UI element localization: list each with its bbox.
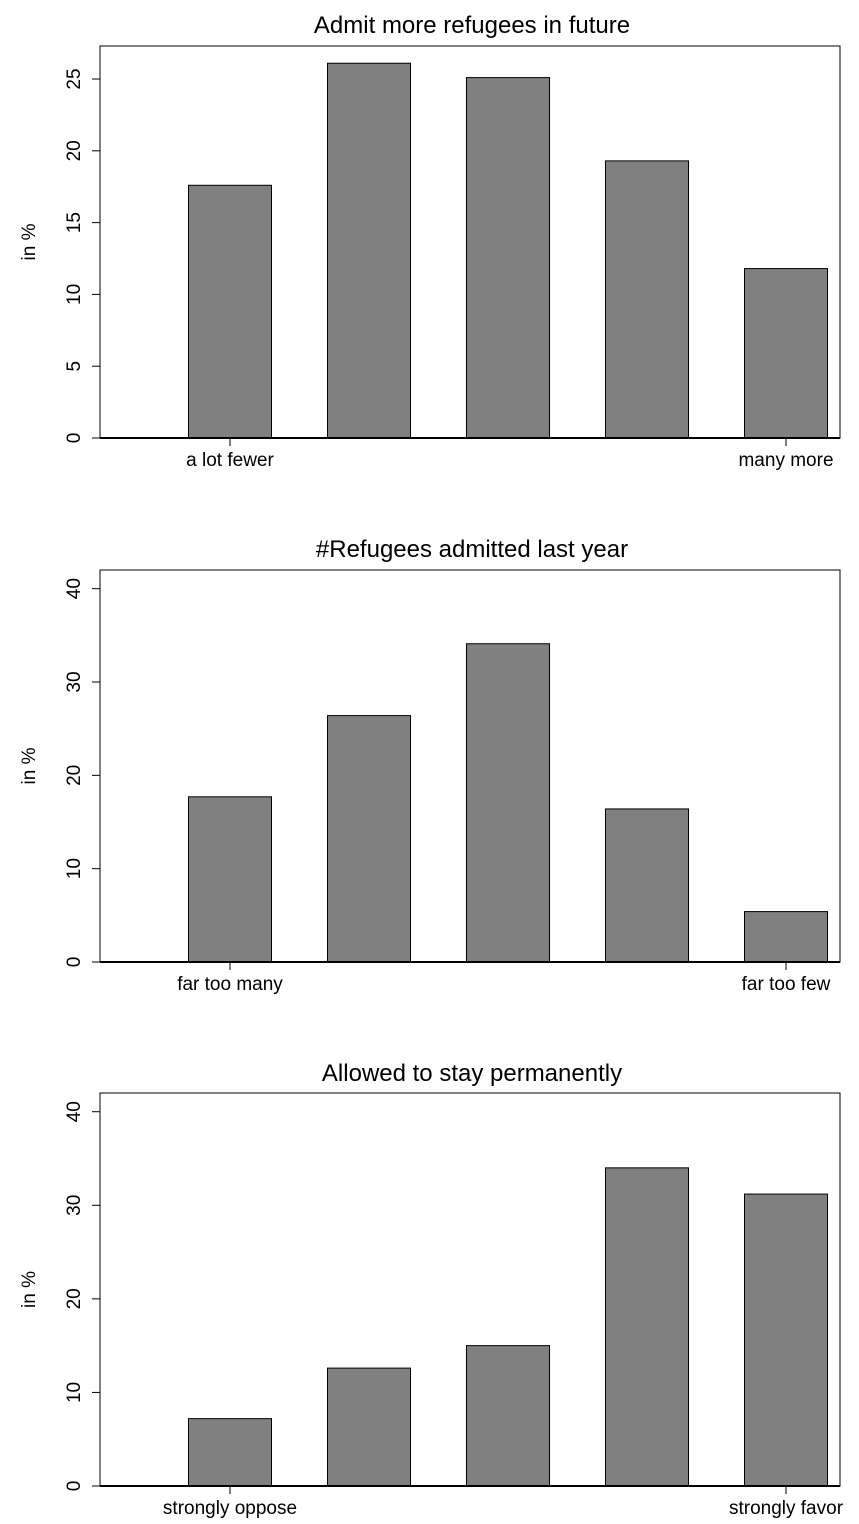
chart-panel-3: strongly oppose strongly favor 0 10 20 30 40 in… [19, 1060, 844, 1519]
y-tick-label: 0 [64, 957, 85, 968]
y-tick-label: 10 [64, 284, 85, 305]
y-tick-label: 0 [64, 1481, 85, 1492]
x-tick-label: far too many [177, 974, 283, 995]
y-tick-label: 20 [64, 1288, 85, 1309]
y-axis-label: in % [19, 223, 40, 260]
bar-3 [466, 643, 550, 963]
x-tick-label: strongly favor [729, 1498, 844, 1519]
bar-2 [327, 62, 411, 439]
bar-5 [744, 911, 828, 963]
bar-3 [466, 77, 550, 439]
bar-5 [744, 268, 828, 439]
bar-4 [605, 1167, 689, 1487]
y-tick-label: 40 [64, 578, 85, 599]
bar-5 [744, 1193, 828, 1487]
y-tick-label: 0 [64, 433, 85, 444]
y-tick-label: 10 [64, 858, 85, 879]
y-tick-label: 20 [64, 765, 85, 786]
y-tick-label: 15 [64, 212, 85, 233]
x-tick-label: far too few [742, 974, 831, 995]
bar-4 [605, 160, 689, 439]
x-tick-label: strongly oppose [163, 1498, 297, 1519]
y-axis-label: in % [19, 1271, 40, 1308]
y-axis-label: in % [19, 747, 40, 784]
y-tick-label: 30 [64, 671, 85, 692]
bar-2 [327, 715, 411, 963]
chart-title: #Refugees admitted last year [316, 536, 628, 563]
bar-1 [188, 1418, 272, 1487]
bar-2 [327, 1367, 411, 1487]
chart-panel-1: a lot fewer many more 0 5 10 15 20 25 in % Admit … [19, 12, 841, 471]
y-tick-label: 20 [64, 140, 85, 161]
y-tick-label: 30 [64, 1195, 85, 1216]
y-tick-label: 40 [64, 1101, 85, 1122]
bar-1 [188, 184, 272, 439]
bar-1 [188, 796, 272, 963]
y-tick-label: 25 [64, 68, 85, 89]
x-tick-label: many more [738, 450, 833, 471]
y-tick-label: 5 [64, 361, 85, 372]
chart-panel-2: far too many far too few 0 10 20 30 40 in % #Ref… [19, 536, 841, 995]
bar-4 [605, 808, 689, 963]
y-tick-label: 10 [64, 1382, 85, 1403]
chart-title: Allowed to stay permanently [322, 1060, 622, 1087]
bar-3 [466, 1345, 550, 1487]
chart-title: Admit more refugees in future [314, 12, 630, 39]
x-tick-label: a lot fewer [186, 450, 274, 471]
